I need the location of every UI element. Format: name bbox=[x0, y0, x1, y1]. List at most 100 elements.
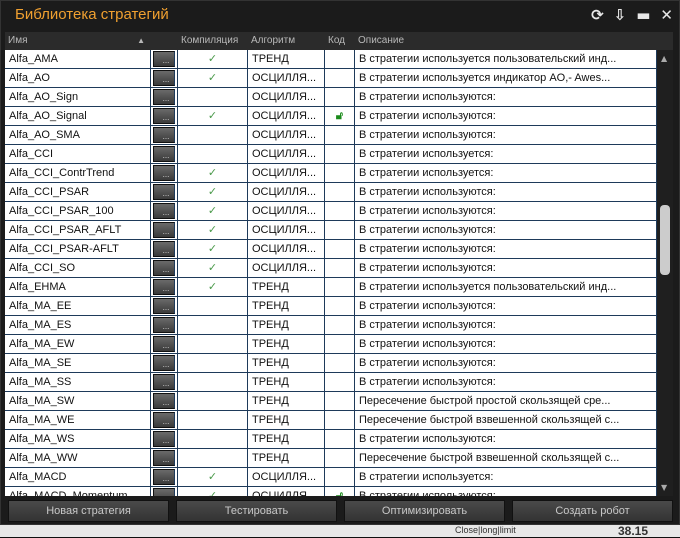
edit-cell: ... bbox=[151, 50, 178, 68]
column-compile[interactable]: Компиляция bbox=[181, 35, 239, 46]
edit-cell: ... bbox=[151, 164, 178, 182]
edit-strategy-button[interactable]: ... bbox=[153, 431, 175, 447]
scrollbar[interactable]: ▲ ▼ bbox=[657, 50, 673, 496]
unlock-icon: 🔓︎ bbox=[335, 490, 344, 496]
scrollbar-thumb[interactable] bbox=[660, 205, 670, 275]
edit-strategy-button[interactable]: ... bbox=[153, 317, 175, 333]
column-name[interactable]: Имя ▲ bbox=[5, 32, 151, 50]
table-row[interactable]: Alfa_MACD_Momentum ... ✓ ОСЦИЛЛЯ... 🔓︎ В… bbox=[5, 487, 657, 496]
table-row[interactable]: Alfa_EHMA ... ✓ ТРЕНД В стратегии исполь… bbox=[5, 278, 657, 297]
code-status bbox=[325, 354, 355, 372]
code-status bbox=[325, 240, 355, 258]
code-status bbox=[325, 411, 355, 429]
new-strategy-button[interactable]: Новая стратегия bbox=[8, 500, 169, 522]
algorithm: ОСЦИЛЛЯ... bbox=[248, 240, 325, 258]
edit-strategy-button[interactable]: ... bbox=[153, 108, 175, 124]
table-row[interactable]: Alfa_CCI_PSAR ... ✓ ОСЦИЛЛЯ... В стратег… bbox=[5, 183, 657, 202]
scroll-up-icon[interactable]: ▲ bbox=[661, 54, 668, 63]
edit-cell: ... bbox=[151, 183, 178, 201]
edit-strategy-button[interactable]: ... bbox=[153, 469, 175, 485]
edit-strategy-button[interactable]: ... bbox=[153, 298, 175, 314]
column-edit bbox=[151, 32, 178, 50]
scroll-down-icon[interactable]: ▼ bbox=[661, 483, 668, 492]
edit-strategy-button[interactable]: ... bbox=[153, 127, 175, 143]
code-status: 🔓︎ bbox=[325, 487, 355, 496]
table-row[interactable]: Alfa_CCI_PSAR_AFLT ... ✓ ОСЦИЛЛЯ... В ст… bbox=[5, 221, 657, 240]
edit-strategy-button[interactable]: ... bbox=[153, 336, 175, 352]
compile-status: ✓ bbox=[178, 468, 248, 486]
edit-strategy-button[interactable]: ... bbox=[153, 51, 175, 67]
table-row[interactable]: Alfa_MA_EE ... ТРЕНД В стратегии использ… bbox=[5, 297, 657, 316]
edit-strategy-button[interactable]: ... bbox=[153, 203, 175, 219]
edit-strategy-button[interactable]: ... bbox=[153, 165, 175, 181]
edit-strategy-button[interactable]: ... bbox=[153, 146, 175, 162]
table-row[interactable]: Alfa_AO_Signal ... ✓ ОСЦИЛЛЯ... 🔓︎ В стр… bbox=[5, 107, 657, 126]
table-row[interactable]: Alfa_MA_ES ... ТРЕНД В стратегии использ… bbox=[5, 316, 657, 335]
table-row[interactable]: Alfa_AO ... ✓ ОСЦИЛЛЯ... В стратегии исп… bbox=[5, 69, 657, 88]
edit-strategy-button[interactable]: ... bbox=[153, 89, 175, 105]
minimize-icon[interactable]: ▬ bbox=[636, 6, 651, 24]
compile-status: ✓ bbox=[178, 240, 248, 258]
edit-strategy-button[interactable]: ... bbox=[153, 393, 175, 409]
edit-strategy-button[interactable]: ... bbox=[153, 412, 175, 428]
edit-strategy-button[interactable]: ... bbox=[153, 260, 175, 276]
strategy-name: Alfa_MA_SW bbox=[5, 392, 151, 410]
code-status bbox=[325, 278, 355, 296]
strategy-name: Alfa_MA_WE bbox=[5, 411, 151, 429]
optimize-button[interactable]: Оптимизировать bbox=[344, 500, 505, 522]
edit-strategy-button[interactable]: ... bbox=[153, 70, 175, 86]
code-status bbox=[325, 164, 355, 182]
table-row[interactable]: Alfa_MA_WE ... ТРЕНД Пересечение быстрой… bbox=[5, 411, 657, 430]
strategy-table: Alfa_AMA ... ✓ ТРЕНД В стратегии использ… bbox=[5, 50, 657, 496]
table-row[interactable]: Alfa_AMA ... ✓ ТРЕНД В стратегии использ… bbox=[5, 50, 657, 69]
table-row[interactable]: Alfa_CCI_ContrTrend ... ✓ ОСЦИЛЛЯ... В с… bbox=[5, 164, 657, 183]
table-row[interactable]: Alfa_MA_SE ... ТРЕНД В стратегии использ… bbox=[5, 354, 657, 373]
sort-asc-icon: ▲ bbox=[137, 36, 145, 45]
edit-strategy-button[interactable]: ... bbox=[153, 374, 175, 390]
table-row[interactable]: Alfa_MA_WW ... ТРЕНД Пересечение быстрой… bbox=[5, 449, 657, 468]
description: Пересечение быстрой взвешенной скользяще… bbox=[355, 449, 657, 467]
table-row[interactable]: Alfa_CCI_PSAR-AFLT ... ✓ ОСЦИЛЛЯ... В ст… bbox=[5, 240, 657, 259]
table-row[interactable]: Alfa_MA_WS ... ТРЕНД В стратегии использ… bbox=[5, 430, 657, 449]
strategy-name: Alfa_AO_Signal bbox=[5, 107, 151, 125]
compile-status: ✓ bbox=[178, 183, 248, 201]
algorithm: ОСЦИЛЛЯ... bbox=[248, 259, 325, 277]
table-row[interactable]: Alfa_CCI_PSAR_100 ... ✓ ОСЦИЛЛЯ... В стр… bbox=[5, 202, 657, 221]
column-description[interactable]: Описание bbox=[358, 35, 405, 46]
refresh-icon[interactable]: ⟳ bbox=[591, 6, 604, 24]
code-status bbox=[325, 50, 355, 68]
table-row[interactable]: Alfa_CCI ... ОСЦИЛЛЯ... В стратегии испо… bbox=[5, 145, 657, 164]
table-row[interactable]: Alfa_MA_EW ... ТРЕНД В стратегии использ… bbox=[5, 335, 657, 354]
edit-strategy-button[interactable]: ... bbox=[153, 355, 175, 371]
strategy-name: Alfa_MACD bbox=[5, 468, 151, 486]
strategy-name: Alfa_MA_ES bbox=[5, 316, 151, 334]
table-row[interactable]: Alfa_AO_SMA ... ОСЦИЛЛЯ... В стратегии и… bbox=[5, 126, 657, 145]
download-icon[interactable]: ⇩ bbox=[613, 6, 627, 24]
edit-strategy-button[interactable]: ... bbox=[153, 184, 175, 200]
check-icon: ✓ bbox=[207, 243, 218, 255]
table-row[interactable]: Alfa_MACD ... ✓ ОСЦИЛЛЯ... В стратегии и… bbox=[5, 468, 657, 487]
edit-strategy-button[interactable]: ... bbox=[153, 222, 175, 238]
column-algorithm[interactable]: Алгоритм bbox=[251, 35, 296, 46]
strategy-name: Alfa_MA_SS bbox=[5, 373, 151, 391]
edit-cell: ... bbox=[151, 278, 178, 296]
compile-status: ✓ bbox=[178, 164, 248, 182]
edit-strategy-button[interactable]: ... bbox=[153, 488, 175, 496]
code-status bbox=[325, 316, 355, 334]
edit-strategy-button[interactable]: ... bbox=[153, 241, 175, 257]
edit-strategy-button[interactable]: ... bbox=[153, 279, 175, 295]
edit-cell: ... bbox=[151, 411, 178, 429]
strategy-name: Alfa_CCI bbox=[5, 145, 151, 163]
table-row[interactable]: Alfa_MA_SS ... ТРЕНД В стратегии использ… bbox=[5, 373, 657, 392]
description: В стратегии используются: bbox=[355, 335, 657, 353]
table-row[interactable]: Alfa_CCI_SO ... ✓ ОСЦИЛЛЯ... В стратегии… bbox=[5, 259, 657, 278]
edit-cell: ... bbox=[151, 316, 178, 334]
close-icon[interactable]: ✕ bbox=[660, 6, 673, 24]
test-button[interactable]: Тестировать bbox=[176, 500, 337, 522]
table-row[interactable]: Alfa_MA_SW ... ТРЕНД Пересечение быстрой… bbox=[5, 392, 657, 411]
create-robot-button[interactable]: Создать робот bbox=[512, 500, 673, 522]
algorithm: ТРЕНД bbox=[248, 316, 325, 334]
table-row[interactable]: Alfa_AO_Sign ... ОСЦИЛЛЯ... В стратегии … bbox=[5, 88, 657, 107]
edit-strategy-button[interactable]: ... bbox=[153, 450, 175, 466]
column-code[interactable]: Код bbox=[328, 35, 346, 46]
